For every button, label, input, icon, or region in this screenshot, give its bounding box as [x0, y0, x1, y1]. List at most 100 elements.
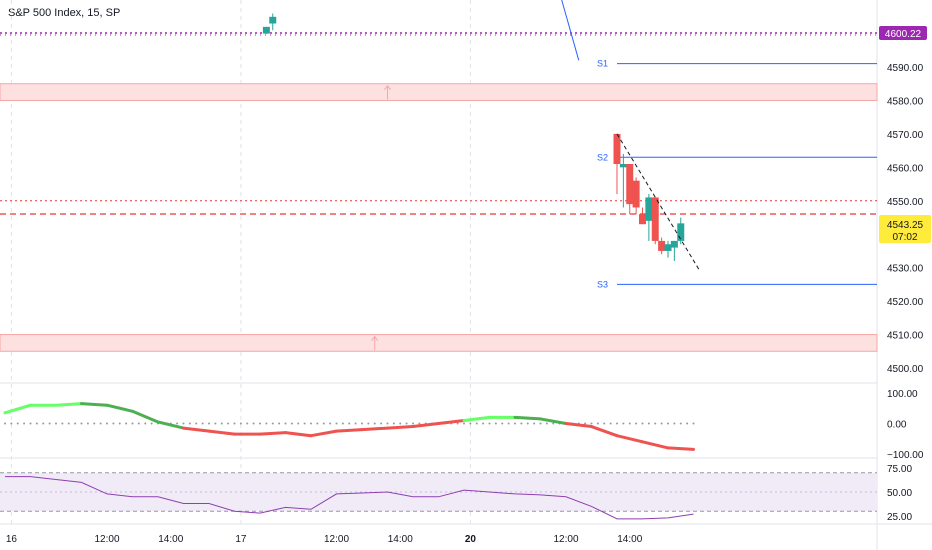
zero-dot [539, 422, 542, 425]
oscillator-segment [258, 431, 287, 436]
zero-dot [259, 422, 261, 425]
zero-dot [227, 422, 230, 425]
candle-body [664, 244, 672, 251]
zero-dot [380, 422, 383, 425]
zero-dot [48, 422, 51, 425]
demand-zones [0, 83, 878, 352]
rsi-tick: 75.00 [887, 464, 912, 475]
candle [632, 177, 640, 215]
oscillator-segment [131, 409, 160, 424]
oscillator-segment [666, 446, 695, 451]
zero-dot [622, 422, 625, 425]
candle-body [626, 163, 634, 205]
zero-dot [316, 422, 319, 425]
candles[interactable] [262, 13, 685, 261]
candle-body [269, 16, 277, 24]
zero-dot [596, 422, 599, 425]
oscillator-segment [386, 425, 415, 430]
time-tick: 14:00 [617, 534, 642, 545]
zero-dot [10, 422, 13, 425]
candle [619, 153, 627, 208]
zero-dot [284, 422, 287, 425]
candle-body [645, 197, 653, 221]
zero-dot [354, 422, 357, 425]
zero-dot [239, 422, 242, 425]
zero-dot [654, 422, 657, 425]
zero-dot [348, 422, 351, 425]
time-tick: 14:00 [158, 534, 183, 545]
zero-dot [392, 422, 395, 425]
zero-dot [488, 422, 491, 425]
rsi-tick: 50.00 [887, 488, 912, 499]
zero-dot [182, 422, 185, 425]
zero-dot [590, 422, 593, 425]
zero-dot [609, 422, 612, 425]
candle-body [632, 180, 640, 208]
time-tick: 14:00 [388, 534, 413, 545]
oscillator-segment [411, 422, 440, 429]
candle [664, 240, 672, 258]
candle-body [658, 240, 666, 251]
current-price-label: 4543.25 [887, 220, 924, 231]
oscillator-pane [3, 402, 695, 451]
zero-dot [692, 422, 695, 425]
zero-dot [99, 422, 102, 425]
symbol-title: S&P 500 Index, 15, SP [8, 7, 121, 19]
zero-dot [361, 422, 363, 425]
zero-dot [188, 422, 191, 425]
zero-dot [533, 422, 536, 425]
countdown-label: 07:02 [892, 232, 917, 243]
zero-dot [106, 422, 108, 425]
zero-dot [214, 422, 217, 425]
oscillator-segment [309, 429, 338, 438]
oscillator-segment [513, 415, 542, 421]
alert-price-tag [879, 26, 927, 40]
zero-dot [418, 422, 421, 425]
price-tick: 4520.00 [887, 297, 924, 308]
trendline-1 [561, 0, 580, 61]
zero-dot [150, 422, 153, 425]
grid [10, 0, 471, 524]
zero-dot [469, 422, 472, 425]
pivot-label-s1: S1 [597, 59, 608, 69]
zero-dot [494, 422, 497, 425]
zero-dot [137, 422, 140, 425]
zero-dot [660, 422, 663, 425]
candle-body [613, 133, 621, 164]
oscillator-segment [335, 428, 364, 433]
zero-dot [456, 422, 459, 425]
zero-dot [482, 422, 485, 425]
price-tick: 4590.00 [887, 63, 924, 74]
zero-dot [322, 422, 325, 425]
axes: 4590.004580.004570.004560.004550.004540.… [6, 63, 924, 545]
candle [670, 240, 678, 261]
zero-dot [131, 422, 134, 425]
time-tick: 20 [465, 534, 477, 545]
zero-dot [545, 422, 548, 425]
zero-dot [341, 422, 344, 425]
zero-dot [55, 422, 57, 425]
oscillator-segment [156, 420, 185, 430]
zero-dot [399, 422, 402, 425]
zero-dot [310, 422, 312, 425]
zero-dot [29, 422, 32, 425]
zero-dot [271, 422, 274, 425]
zero-dot [616, 422, 618, 425]
zero-dot [233, 422, 236, 425]
trendlines[interactable] [553, 0, 701, 272]
zero-dot [93, 422, 96, 425]
zero-dot [679, 422, 682, 425]
trendline-2 [616, 133, 701, 272]
zero-dot [303, 422, 306, 425]
zone-arrow-icon [371, 335, 379, 351]
zero-dot [61, 422, 64, 425]
zero-dot [176, 422, 179, 425]
zero-dot [23, 422, 26, 425]
zero-dot [86, 422, 89, 425]
zero-dot [647, 422, 650, 425]
candle-body [262, 26, 270, 34]
zero-dot [507, 422, 510, 425]
candle [626, 163, 634, 215]
pivot-levels: S1 S2 S3 [0, 32, 877, 289]
